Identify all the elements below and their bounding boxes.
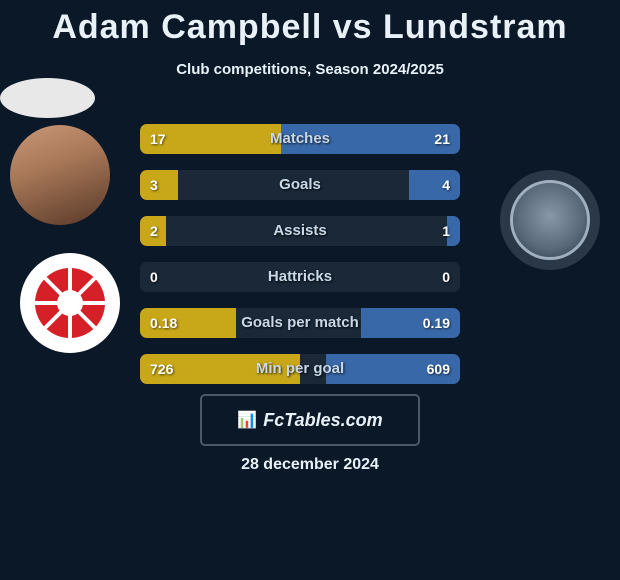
stat-label: Assists — [140, 216, 460, 246]
date-label: 28 december 2024 — [0, 456, 620, 474]
stats-chart: 1721Matches 34Goals 21Assists 00Hattricks 0.… — [140, 124, 460, 400]
stat-label: Hattricks — [140, 262, 460, 292]
stat-row: 00Hattricks — [140, 262, 460, 292]
stat-label: Min per goal — [140, 354, 460, 384]
stat-row: 0.180.19Goals per match — [140, 308, 460, 338]
footer-brand-text: FcTables.com — [263, 410, 382, 431]
player-left-photo — [10, 125, 110, 225]
stat-label: Goals — [140, 170, 460, 200]
stat-row: 1721Matches — [140, 124, 460, 154]
stat-row: 726609Min per goal — [140, 354, 460, 384]
chart-icon: 📊 — [237, 410, 257, 430]
stat-row: 34Goals — [140, 170, 460, 200]
club-left-logo — [20, 253, 120, 353]
subtitle: Club competitions, Season 2024/2025 — [0, 61, 620, 78]
stat-label: Matches — [140, 124, 460, 154]
page-title: Adam Campbell vs Lundstram — [0, 0, 620, 47]
club-right-logo — [500, 170, 600, 270]
footer-brand-box: 📊 FcTables.com — [200, 394, 420, 446]
stat-label: Goals per match — [140, 308, 460, 338]
player-right-photo — [0, 78, 95, 118]
stat-row: 21Assists — [140, 216, 460, 246]
